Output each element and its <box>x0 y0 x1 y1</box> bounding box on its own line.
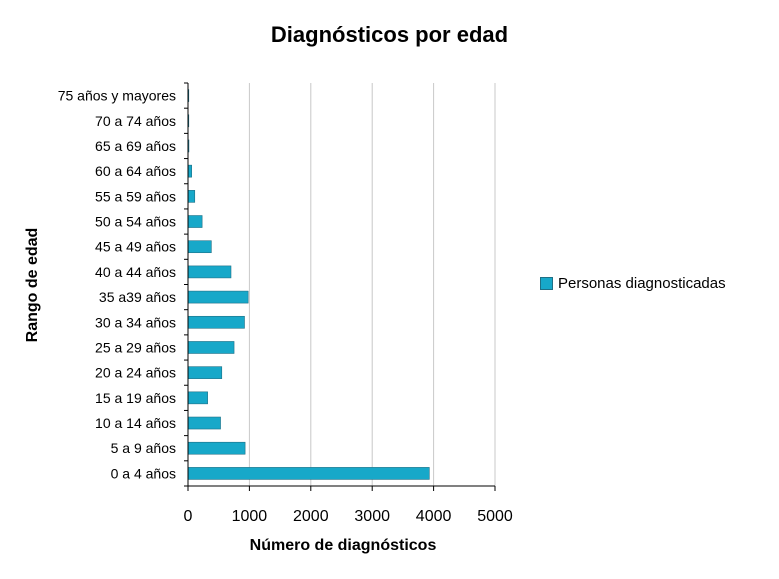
y-tick-label: 25 a 29 años <box>95 339 176 355</box>
y-tick-label: 30 a 34 años <box>95 314 176 330</box>
chart-title: Diagnósticos por edad <box>270 22 509 47</box>
bar <box>187 215 203 228</box>
bar <box>187 391 208 405</box>
x-tick-label: 5000 <box>477 508 513 525</box>
bar <box>187 290 249 304</box>
y-tick-label: 15 a 19 años <box>95 390 176 406</box>
y-tick-label: 10 a 14 años <box>95 415 176 431</box>
x-tick-label: 0 <box>184 508 193 525</box>
x-tick-label: 2000 <box>293 508 329 525</box>
bar <box>187 441 246 455</box>
bar <box>187 341 235 354</box>
y-tick-label: 60 a 64 años <box>95 163 176 179</box>
x-axis-label: Número de diagnósticos <box>249 537 437 554</box>
y-tick-label: 75 años y mayores <box>58 88 176 104</box>
x-tick-label: 4000 <box>416 508 452 525</box>
legend-label: Personas diagnosticadas <box>558 275 726 292</box>
bar <box>187 467 430 480</box>
bar <box>187 366 223 379</box>
legend: Personas diagnosticadas <box>540 275 726 292</box>
bar <box>187 240 212 254</box>
x-tick-label: 1000 <box>232 508 268 525</box>
y-tick-label: 70 a 74 años <box>95 113 176 129</box>
y-tick-label: 55 a 59 años <box>95 188 176 204</box>
y-tick-label: 5 a 9 años <box>111 440 176 456</box>
bar <box>187 190 196 203</box>
y-tick-label: 45 a 49 años <box>95 239 176 255</box>
bar <box>187 416 221 430</box>
x-tick-label: 3000 <box>354 508 390 525</box>
y-tick-label: 65 a 69 años <box>95 138 176 154</box>
y-tick-label: 0 a 4 años <box>111 465 176 481</box>
y-tick-label: 20 a 24 años <box>95 365 176 381</box>
y-tick-label: 50 a 54 años <box>95 214 176 230</box>
bar <box>187 315 245 329</box>
bar <box>187 265 232 279</box>
y-tick-label: 40 a 44 años <box>95 264 176 280</box>
legend-swatch <box>540 277 553 290</box>
bar <box>187 164 192 178</box>
y-tick-label: 35 a39 años <box>99 289 176 305</box>
